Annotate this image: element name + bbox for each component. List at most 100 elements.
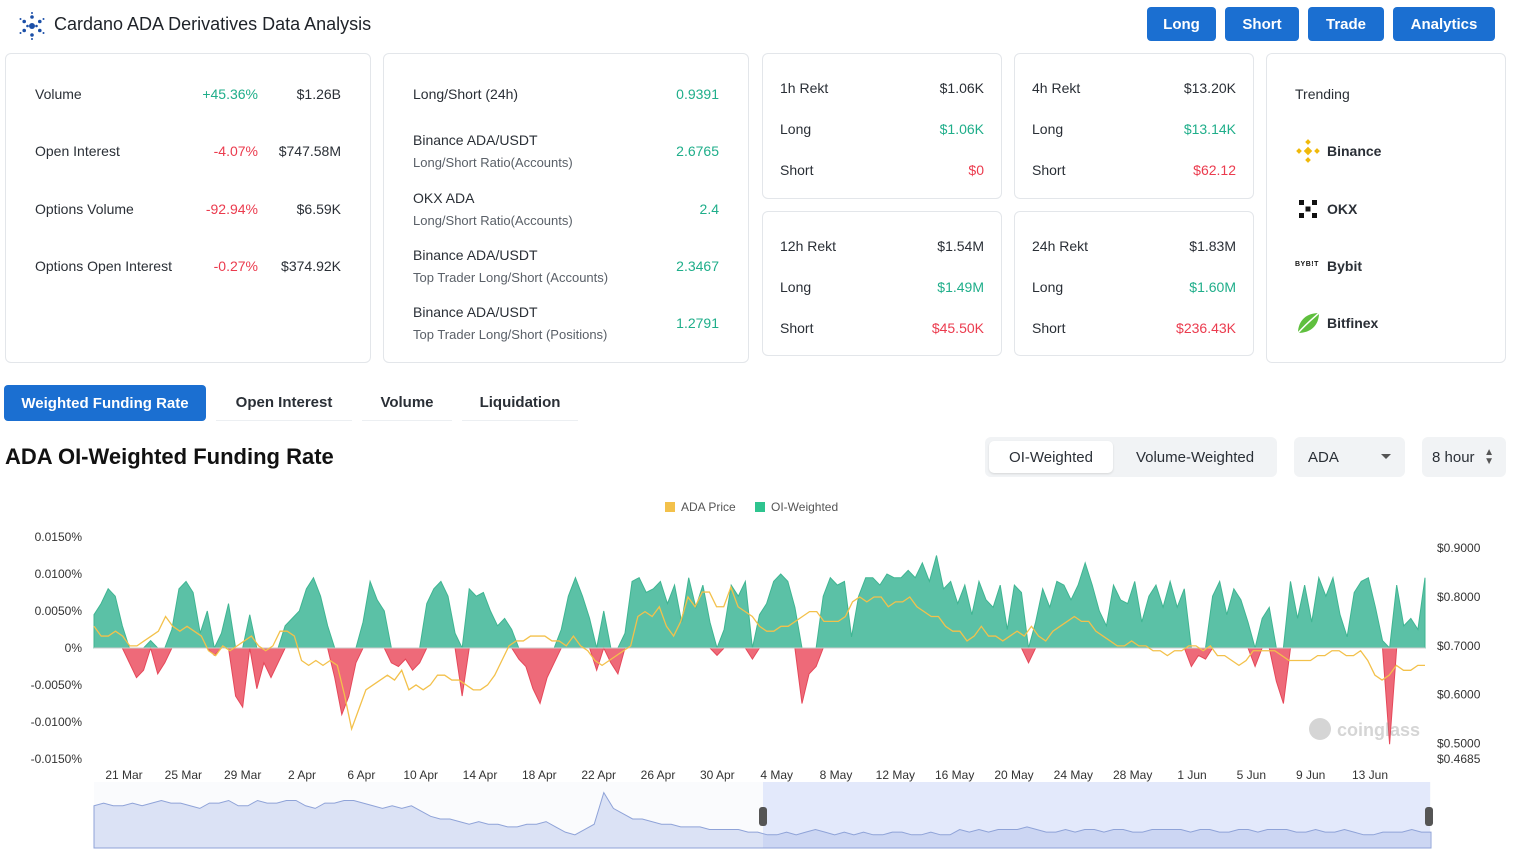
x-axis-label: 12 May xyxy=(876,768,915,782)
x-axis-label: 9 Jun xyxy=(1296,768,1325,782)
x-axis-label: 4 May xyxy=(760,768,793,782)
ratio-title: OKX ADA xyxy=(413,190,475,206)
rekt-12h-card: 12h Rekt $1.54M Long $1.49M Short $45.50… xyxy=(762,211,1002,356)
short-button[interactable]: Short xyxy=(1225,7,1299,41)
y-axis-left-label: -0.0150% xyxy=(31,752,83,766)
summary-card: Volume +45.36% $1.26B Open Interest -4.0… xyxy=(5,53,371,363)
ratio-subtitle: Long/Short Ratio(Accounts) xyxy=(413,213,573,228)
binance-icon xyxy=(1295,138,1321,164)
x-axis-label: 29 Mar xyxy=(224,768,261,782)
summary-label: Options Volume xyxy=(35,201,134,217)
oi-weighted-option[interactable]: OI-Weighted xyxy=(989,441,1113,473)
summary-label: Options Open Interest xyxy=(35,258,172,274)
rekt-label: 1h Rekt xyxy=(780,80,829,96)
page-title: Cardano ADA Derivatives Data Analysis xyxy=(54,14,372,34)
rekt-total: $13.20K xyxy=(1183,80,1236,96)
navigator-selection[interactable] xyxy=(763,782,1430,848)
trade-button[interactable]: Trade xyxy=(1308,7,1384,41)
y-axis-right-label: $0.6000 xyxy=(1437,688,1481,702)
trending-item-bitfinex[interactable]: Bitfinex xyxy=(1327,315,1379,331)
interval-select-value: 8 hour xyxy=(1432,448,1475,466)
rekt-long-label: Long xyxy=(780,121,812,137)
summary-value: $1.26B xyxy=(296,86,341,102)
navigator-series xyxy=(93,791,1432,849)
x-axis-label: 10 Apr xyxy=(403,768,438,782)
funding-positive-area xyxy=(93,555,1426,650)
okx-icon xyxy=(1299,200,1317,218)
x-axis-label: 8 May xyxy=(820,768,853,782)
rekt-short-value: $0 xyxy=(968,162,984,178)
ratio-subtitle: Top Trader Long/Short (Accounts) xyxy=(413,270,609,285)
ada-price-line xyxy=(93,585,1425,732)
rekt-total: $1.83M xyxy=(1189,238,1236,254)
long-button[interactable]: Long xyxy=(1147,7,1216,41)
rekt-label: 24h Rekt xyxy=(1032,238,1089,254)
funding-rate-chart[interactable]: ADA Price OI-Weighted 0.0150% 0.0100% 0.00… xyxy=(0,490,1525,860)
trending-title: Trending xyxy=(1295,86,1350,102)
rekt-short-label: Short xyxy=(780,162,814,178)
y-axis-right-label: $0.8000 xyxy=(1437,590,1481,604)
x-axis-label: 6 Apr xyxy=(347,768,375,782)
y-axis-right-label: $0.9000 xyxy=(1437,541,1481,555)
coin-select[interactable]: ADA xyxy=(1294,437,1405,477)
ratio-value: 2.6765 xyxy=(676,143,719,159)
trending-item-bybit[interactable]: Bybit xyxy=(1327,258,1362,274)
trending-item-okx[interactable]: OKX xyxy=(1327,201,1358,217)
x-axis-label: 26 Apr xyxy=(641,768,676,782)
watermark-text: coinglass xyxy=(1337,720,1420,740)
interval-select[interactable]: 8 hour ▲ ▼ xyxy=(1422,437,1506,477)
trending-item-binance[interactable]: Binance xyxy=(1327,143,1382,159)
ratio-title: Long/Short (24h) xyxy=(413,86,519,102)
legend-oi-swatch xyxy=(755,502,765,512)
summary-change: -0.27% xyxy=(213,258,258,274)
volume-weighted-option[interactable]: Volume-Weighted xyxy=(1135,448,1255,466)
rekt-24h-card: 24h Rekt $1.83M Long $1.60M Short $236.4… xyxy=(1014,211,1254,356)
y-axis-left-label: -0.0100% xyxy=(31,715,83,729)
bybit-icon: BYB!T xyxy=(1295,261,1319,268)
ratio-title: Binance ADA/USDT xyxy=(413,247,538,263)
funding-negative-area xyxy=(94,646,1425,745)
tab-volume[interactable]: Volume xyxy=(362,385,452,421)
ratio-value: 1.2791 xyxy=(676,315,719,331)
rekt-short-value: $62.12 xyxy=(1193,162,1236,178)
tab-liquidation[interactable]: Liquidation xyxy=(462,385,578,421)
rekt-short-label: Short xyxy=(1032,320,1066,336)
tab-open-interest[interactable]: Open Interest xyxy=(216,385,352,421)
rekt-long-value: $1.60M xyxy=(1189,279,1236,295)
x-axis-label: 25 Mar xyxy=(165,768,202,782)
x-axis-label: 5 Jun xyxy=(1237,768,1266,782)
rekt-long-label: Long xyxy=(780,279,812,295)
ratio-title: Binance ADA/USDT xyxy=(413,304,538,320)
trending-card: Trending Binance OKX BYB!T Bybit Bitfine… xyxy=(1266,53,1506,363)
coinglass-watermark: coinglass xyxy=(1309,718,1420,740)
y-axis-left-label: 0% xyxy=(65,641,83,655)
ratio-subtitle: Top Trader Long/Short (Positions) xyxy=(413,327,608,342)
ratio-title: Binance ADA/USDT xyxy=(413,132,538,148)
legend-price-swatch xyxy=(665,502,675,512)
ratio-value: 2.4 xyxy=(699,201,719,217)
rekt-short-value: $45.50K xyxy=(931,320,984,336)
x-axis-label: 13 Jun xyxy=(1352,768,1388,782)
summary-value: $6.59K xyxy=(296,201,341,217)
tab-weighted-funding-rate[interactable]: Weighted Funding Rate xyxy=(4,385,206,421)
x-axis-label: 2 Apr xyxy=(288,768,316,782)
chart-title: ADA OI-Weighted Funding Rate xyxy=(5,444,334,469)
rekt-total: $1.06K xyxy=(939,80,984,96)
rekt-long-value: $1.06K xyxy=(939,121,984,137)
y-axis-left-label: 0.0050% xyxy=(35,604,83,618)
ratio-value: 0.9391 xyxy=(676,86,719,102)
coin-select-value: ADA xyxy=(1308,448,1339,466)
analytics-button[interactable]: Analytics xyxy=(1393,7,1495,41)
y-axis-left-label: -0.0050% xyxy=(31,678,83,692)
legend-price[interactable]: ADA Price xyxy=(681,500,736,514)
x-axis-label: 14 Apr xyxy=(463,768,498,782)
legend-oi[interactable]: OI-Weighted xyxy=(771,500,838,514)
navigator-right-handle[interactable] xyxy=(1425,807,1433,826)
weight-toggle: OI-Weighted Volume-Weighted xyxy=(985,437,1277,477)
x-axis-label: 28 May xyxy=(1113,768,1152,782)
rekt-label: 4h Rekt xyxy=(1032,80,1081,96)
navigator-left-handle[interactable] xyxy=(759,807,767,826)
rekt-short-label: Short xyxy=(1032,162,1066,178)
summary-change: +45.36% xyxy=(202,86,258,102)
x-axis-label: 30 Apr xyxy=(700,768,735,782)
